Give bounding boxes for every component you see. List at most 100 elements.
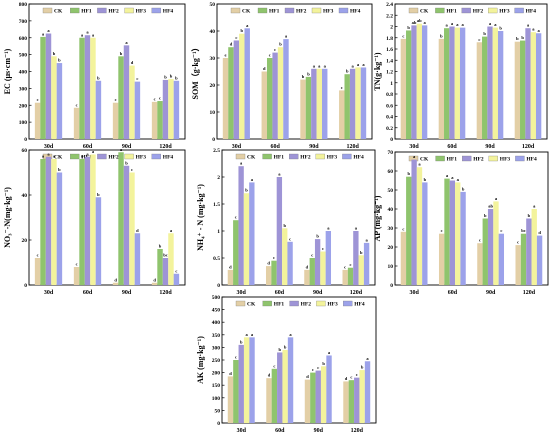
significance-label: a (446, 173, 449, 178)
legend-label: CK (247, 302, 256, 308)
legend-label: HF2 (108, 9, 119, 15)
legend-swatch (338, 7, 349, 14)
bar (353, 231, 359, 285)
legend-label: CK (420, 157, 429, 163)
significance-label: b (424, 177, 427, 182)
significance-label: c (175, 268, 177, 273)
bar (249, 337, 255, 423)
legend-swatch (257, 7, 268, 14)
bar (73, 267, 80, 285)
y-tick-label: 40 (22, 193, 28, 199)
significance-label: a (324, 63, 327, 68)
bar (339, 90, 345, 139)
bar (233, 220, 239, 285)
y-tick-label: 200 (19, 103, 28, 109)
significance-label: d (306, 264, 309, 269)
bar (520, 40, 526, 139)
bar (354, 377, 360, 423)
significance-label: a (494, 22, 497, 27)
legend-label: HF1 (274, 302, 285, 308)
y-tick-label: 20 (388, 245, 394, 251)
significance-label: b (53, 51, 56, 56)
legend-swatch (461, 7, 471, 14)
bar (227, 376, 234, 423)
bar (314, 239, 321, 285)
bar (487, 26, 493, 139)
bar (438, 233, 445, 285)
plot-frame (394, 151, 549, 286)
bar (129, 65, 135, 139)
bar (355, 67, 361, 139)
y-axis-label: TN(g·kg⁻¹) (373, 52, 382, 91)
y-tick-label: 400 (212, 320, 221, 326)
significance-label: b (302, 74, 305, 79)
legend-swatch (514, 7, 524, 14)
significance-label: b (528, 213, 531, 218)
significance-label: b (284, 344, 287, 349)
y-tick-label: 0.6 (386, 103, 393, 109)
bar (498, 233, 505, 285)
bar (487, 209, 494, 285)
x-tick-label: 120d (346, 144, 359, 150)
bar (305, 76, 312, 139)
significance-label: b (360, 250, 363, 255)
bar (400, 231, 407, 285)
significance-label: b (307, 71, 310, 76)
x-tick-label: 30d (236, 290, 246, 296)
bar (535, 33, 542, 139)
legend-label: CK (54, 9, 63, 15)
significance-label: c (235, 215, 237, 220)
significance-label: c (402, 226, 404, 231)
legend-label: HF4 (354, 302, 365, 308)
bar (261, 71, 267, 139)
significance-label: a (86, 151, 89, 156)
legend-label: HF3 (499, 9, 510, 15)
y-tick-label: 40 (210, 29, 216, 35)
significance-label: b (499, 26, 502, 31)
legend-swatch (289, 300, 299, 307)
bar (411, 159, 417, 285)
legend-swatch (289, 153, 299, 160)
bar (455, 182, 461, 285)
y-axis-label: AK (mg·kg⁻¹) (196, 336, 205, 384)
chart-panel-1: 0 100 200 300 400 500 600 700 800 EC (μs·cm⁻¹) CK H… (3, 2, 186, 150)
significance-label: c (274, 47, 276, 52)
bar (344, 74, 350, 139)
bar (123, 165, 130, 285)
x-tick-label: 90d (309, 144, 319, 150)
legend-label: HF4 (350, 9, 361, 15)
bar (276, 177, 283, 285)
y-axis-label: AP (mg·kg⁻¹) (373, 195, 382, 241)
significance-label: a (285, 34, 288, 39)
x-tick-label: 60d (270, 144, 280, 150)
y-tick-label: 40 (388, 207, 394, 213)
x-tick-label: 60d (83, 144, 93, 150)
significance-label: c (235, 35, 237, 40)
bar (123, 45, 130, 139)
significance-label: b (241, 28, 244, 33)
significance-label: ab (488, 204, 493, 209)
y-tick-label: 2.2 (386, 13, 393, 19)
bar (287, 241, 293, 285)
legend-swatch (284, 7, 295, 14)
bar (320, 251, 326, 285)
significance-label: a (365, 237, 368, 242)
y-tick-label: 250 (212, 358, 221, 364)
significance-label: c (115, 97, 117, 102)
legend-swatch (235, 153, 246, 160)
significance-label: d (230, 42, 233, 47)
bar (320, 366, 327, 423)
significance-label: d (229, 371, 232, 376)
significance-label: a (86, 30, 89, 35)
significance-label: ab (412, 20, 417, 25)
bar (416, 23, 422, 139)
bar (531, 209, 537, 285)
legend-label: HF2 (473, 157, 484, 163)
y-tick-label: 0 (390, 137, 393, 143)
y-axis-label: NO₃⁻-N(mg·kg⁻¹) (3, 187, 12, 248)
bar (222, 58, 229, 139)
y-tick-label: 0.5 (213, 256, 220, 262)
legend-label: CK (247, 155, 256, 161)
significance-label: b (97, 192, 100, 197)
significance-label: b (361, 365, 364, 370)
